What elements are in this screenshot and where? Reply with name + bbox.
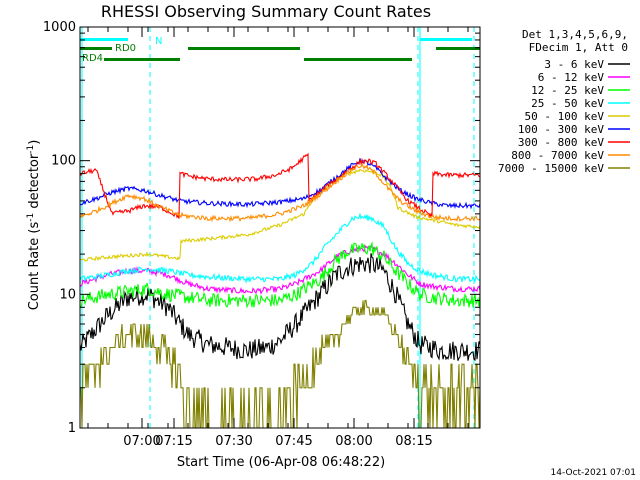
eclipse-bar (420, 38, 472, 41)
attenuator-bar (80, 47, 112, 50)
y-axis-label: Count Rate (s-1 detector-1) (26, 140, 42, 311)
series-line (79, 162, 481, 223)
attenuator-bar (188, 47, 300, 50)
legend-entry: 800 - 7000 keV (511, 149, 604, 162)
flag-label: N (155, 36, 162, 47)
series-line (79, 253, 481, 362)
x-tick-label: 08:15 (395, 434, 432, 449)
series-line (79, 168, 481, 262)
flag-bars: N RD0 RD4 (80, 27, 480, 428)
chart-title: RHESSI Observing Summary Count Rates (101, 2, 431, 21)
plot-area (80, 27, 480, 428)
x-tick-label: 07:30 (215, 434, 252, 449)
series-line (79, 212, 481, 284)
legend-entry: 100 - 300 keV (518, 123, 604, 136)
y-tick-label: 100 (51, 154, 76, 169)
series-line (79, 158, 481, 210)
legend-entry: 6 - 12 keV (538, 71, 605, 84)
attenuator-bar (304, 58, 412, 61)
legend-header: Det 1,3,4,5,6,9, (522, 28, 628, 41)
x-tick-label: 07:45 (275, 434, 312, 449)
legend-entry: 12 - 25 keV (531, 84, 604, 97)
legend-entry: 25 - 50 keV (531, 97, 604, 110)
flag-label: RD0 (115, 43, 136, 54)
plot-frame (79, 26, 481, 429)
legend: Det 1,3,4,5,6,9,FDecim 1, Att 0 3 - 6 keV… (498, 28, 630, 175)
legend-entry: 300 - 800 keV (518, 136, 604, 149)
y-tick-label: 1000 (43, 20, 76, 35)
series-line (79, 241, 481, 309)
attenuator-bar (436, 47, 480, 50)
plot-background (80, 27, 480, 428)
y-tick-label: 10 (59, 287, 76, 302)
attenuator-bar (104, 58, 180, 61)
eclipse-bar (80, 38, 128, 41)
y-tick-label: 1 (68, 421, 76, 436)
legend-header: FDecim 1, Att 0 (529, 41, 628, 54)
legend-entry: 3 - 6 keV (544, 58, 604, 71)
x-axis-label: Start Time (06-Apr-08 06:48:22) (177, 455, 385, 470)
x-tick-label: 08:00 (335, 434, 372, 449)
x-tick-label: 07:00 (123, 434, 160, 449)
legend-entry: 50 - 100 keV (525, 110, 605, 123)
legend-entry: 7000 - 15000 keV (498, 162, 604, 175)
series-line (80, 299, 481, 429)
series-lines (79, 152, 481, 429)
x-tick-label: 07:15 (155, 434, 192, 449)
series-line (79, 152, 481, 219)
flag-label: RD4 (82, 53, 103, 64)
timestamp-note: 14-Oct-2021 07:01 (551, 468, 636, 478)
